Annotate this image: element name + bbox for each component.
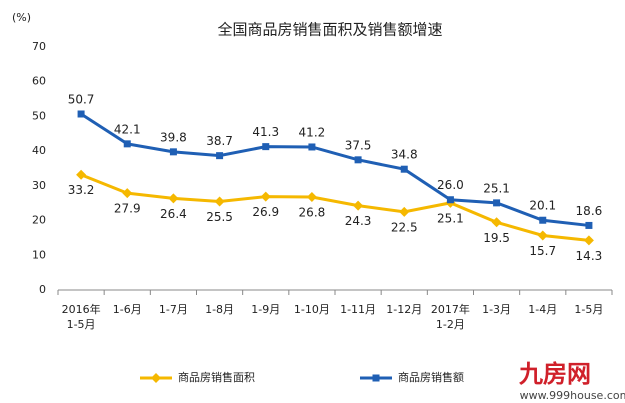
x-tick-label: 1-5月	[574, 303, 603, 316]
data-label: 34.8	[391, 148, 418, 162]
data-label: 33.2	[68, 183, 95, 197]
data-label: 14.3	[576, 249, 603, 263]
x-tick-label: 1-7月	[159, 303, 188, 316]
y-tick-label: 50	[32, 109, 46, 122]
legend-label: 商品房销售额	[398, 370, 464, 384]
data-label: 25.1	[483, 181, 510, 195]
data-label: 15.7	[529, 244, 556, 258]
point	[539, 216, 547, 224]
point	[214, 196, 225, 207]
data-label: 19.5	[483, 231, 510, 245]
data-label: 37.5	[345, 138, 372, 152]
x-tick-label: 1-9月	[251, 303, 280, 316]
y-tick-label: 10	[32, 248, 46, 261]
y-tick-label: 40	[32, 144, 46, 157]
x-tick-label: 1-10月	[294, 303, 330, 316]
chart-title: 全国商品房销售面积及销售额增速	[217, 21, 442, 39]
point	[399, 206, 410, 217]
point	[400, 165, 408, 173]
y-unit: (%)	[12, 11, 31, 24]
x-tick-label: 1-3月	[482, 303, 511, 316]
point	[306, 191, 317, 202]
point	[583, 235, 594, 246]
x-tick-label: 2016年 1-5月	[62, 302, 101, 331]
y-tick-label: 30	[32, 179, 46, 192]
legend-label: 商品房销售面积	[178, 370, 255, 384]
x-tick-label: 2017年 1-2月	[431, 302, 470, 331]
data-label: 26.0	[437, 178, 464, 192]
y-tick-label: 70	[32, 40, 46, 53]
data-label: 24.3	[345, 214, 372, 228]
data-label: 26.8	[299, 205, 326, 219]
point	[76, 169, 87, 180]
x-tick-label: 1-11月	[340, 303, 376, 316]
data-label: 18.6	[576, 204, 603, 218]
data-label: 25.5	[206, 210, 233, 224]
point	[77, 110, 85, 118]
point	[353, 200, 364, 211]
data-label: 41.3	[252, 125, 279, 139]
data-label: 42.1	[114, 122, 141, 136]
x-tick-label: 1-6月	[113, 303, 142, 316]
data-label: 26.9	[252, 205, 279, 219]
point	[216, 152, 224, 160]
point	[491, 217, 502, 228]
point	[169, 148, 177, 156]
legend-marker	[151, 373, 161, 383]
y-tick-label: 0	[39, 283, 46, 296]
x-tick-label: 1-4月	[528, 303, 557, 316]
data-label: 20.1	[529, 199, 556, 213]
point	[122, 188, 133, 199]
data-label: 27.9	[114, 202, 141, 216]
watermark-logo: 九房网	[518, 360, 591, 388]
point	[123, 140, 131, 148]
line	[80, 173, 590, 242]
point	[537, 230, 548, 241]
x-tick-label: 1-12月	[386, 303, 422, 316]
data-label: 25.1	[437, 211, 464, 225]
data-label: 39.8	[160, 130, 187, 144]
data-label: 22.5	[391, 220, 418, 234]
point	[354, 156, 362, 164]
data-label: 26.4	[160, 207, 187, 221]
point	[585, 221, 593, 229]
point	[308, 143, 316, 151]
x-tick-label: 1-8月	[205, 303, 234, 316]
line	[80, 112, 590, 227]
point	[446, 196, 454, 204]
y-tick-label: 20	[32, 214, 46, 227]
y-tick-label: 60	[32, 75, 46, 88]
point	[493, 199, 501, 207]
data-label: 41.2	[299, 125, 326, 139]
data-label: 50.7	[68, 92, 95, 106]
watermark-url: www.999house.com	[520, 389, 625, 402]
data-label: 38.7	[206, 134, 233, 148]
point	[260, 191, 271, 202]
point	[262, 143, 270, 151]
legend-marker	[372, 374, 380, 382]
point	[168, 193, 179, 204]
